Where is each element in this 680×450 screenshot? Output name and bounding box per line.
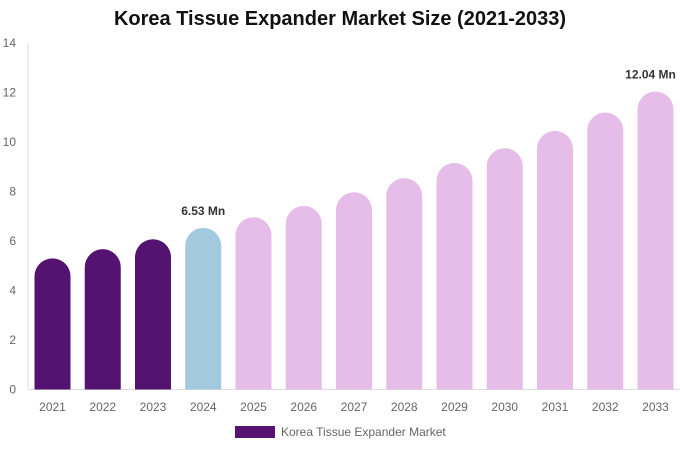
bar-2029 bbox=[436, 163, 473, 390]
bar-2021 bbox=[34, 258, 71, 390]
bar-2023 bbox=[135, 239, 171, 390]
y-tick-label: 10 bbox=[3, 135, 17, 149]
bar-2024 bbox=[185, 227, 222, 390]
x-tick-label: 2027 bbox=[341, 400, 368, 414]
legend-label: Korea Tissue Expander Market bbox=[281, 425, 446, 439]
x-tick-label: 2021 bbox=[39, 400, 66, 414]
y-tick-label: 6 bbox=[9, 234, 16, 248]
y-tick-label: 12 bbox=[3, 86, 17, 100]
chart-title: Korea Tissue Expander Market Size (2021-… bbox=[113, 8, 567, 30]
bar-2031 bbox=[537, 130, 573, 390]
x-tick-label: 2023 bbox=[140, 400, 167, 414]
x-tick-label: 2029 bbox=[441, 400, 468, 414]
bar-2027 bbox=[336, 192, 372, 390]
x-tick-label: 2024 bbox=[190, 400, 217, 414]
x-tick-label: 2028 bbox=[391, 400, 418, 414]
x-tick-label: 2033 bbox=[642, 400, 669, 414]
bar-2028 bbox=[386, 178, 423, 390]
data-label: 12.04 Mn bbox=[625, 68, 676, 82]
y-tick-label: 8 bbox=[9, 185, 16, 199]
x-tick-label: 2025 bbox=[240, 400, 267, 414]
x-tick-label: 2031 bbox=[542, 400, 569, 414]
x-tick-label: 2022 bbox=[89, 400, 116, 414]
x-tick-label: 2026 bbox=[290, 400, 317, 414]
bar-2032 bbox=[587, 112, 624, 390]
x-tick-label: 2032 bbox=[592, 400, 619, 414]
y-tick-label: 4 bbox=[9, 284, 16, 298]
bar-2030 bbox=[486, 148, 523, 390]
y-tick-label: 14 bbox=[3, 36, 17, 50]
legend[interactable]: Korea Tissue Expander Market bbox=[235, 425, 446, 439]
data-label: 6.53 Mn bbox=[181, 204, 225, 218]
bar-2026 bbox=[285, 205, 322, 390]
bar-2025 bbox=[235, 217, 272, 390]
legend-swatch bbox=[235, 426, 275, 438]
y-tick-label: 0 bbox=[9, 383, 16, 397]
y-tick-label: 2 bbox=[9, 333, 16, 347]
bar-2022 bbox=[84, 249, 121, 390]
bar-2033 bbox=[637, 91, 674, 390]
x-tick-label: 2030 bbox=[491, 400, 518, 414]
